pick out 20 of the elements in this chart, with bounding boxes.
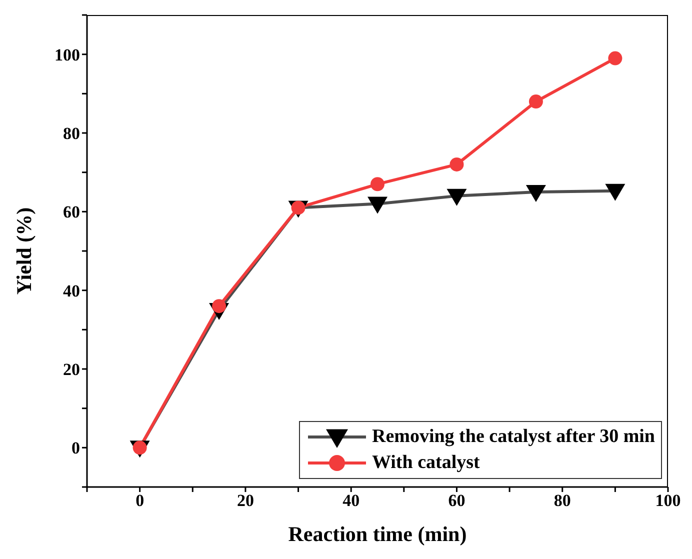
legend-label: Removing the catalyst after 30 min bbox=[372, 426, 655, 448]
point bbox=[528, 94, 543, 109]
y-tick-label: 40 bbox=[63, 281, 80, 300]
y-tick-label: 20 bbox=[63, 360, 80, 380]
x-axis-title: Reaction time (min) bbox=[288, 522, 467, 546]
point bbox=[608, 51, 622, 66]
point bbox=[450, 157, 464, 172]
y-tick-label: 80 bbox=[63, 124, 80, 144]
x-tick-label: 40 bbox=[342, 491, 360, 510]
x-tick-label: 100 bbox=[655, 491, 681, 510]
x-tick-label: 80 bbox=[554, 491, 571, 510]
point bbox=[370, 177, 384, 192]
legend-label: With catalyst bbox=[372, 452, 480, 474]
y-axis-title: Yield (%) bbox=[12, 207, 36, 295]
y-tick-label: 0 bbox=[72, 438, 80, 458]
y-tick-label: 100 bbox=[54, 45, 80, 64]
y-tick-label: 60 bbox=[63, 202, 80, 222]
x-tick-label: 0 bbox=[136, 491, 144, 510]
x-tick-label: 20 bbox=[236, 491, 254, 510]
x-tick-label: 60 bbox=[448, 491, 466, 510]
